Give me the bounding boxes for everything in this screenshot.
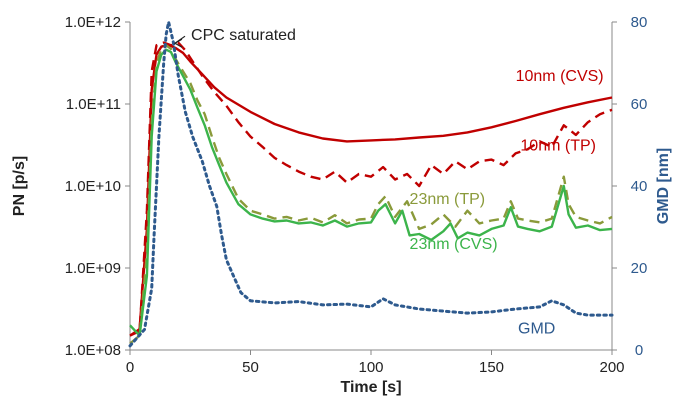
y-tick-label: 1.0E+10 (65, 178, 121, 195)
series-line-10nm-cvs (129, 44, 613, 337)
y2-tick-label: 0 (635, 342, 643, 359)
series-line-10nm-tp (129, 41, 613, 337)
x-tick-label: 150 (479, 359, 504, 376)
series-label: 10nm (TP) (520, 138, 596, 155)
labels-layer: CPC saturated 10nm (CVS) 10nm (TP) 23nm (TP… (173, 27, 604, 337)
annotation-label: CPC saturated (191, 27, 296, 44)
series-label: 23nm (CVS) (410, 236, 498, 253)
y2-tick-label: 20 (631, 260, 648, 277)
y-tick-label: 1.0E+12 (65, 14, 121, 31)
series-label: 23nm (TP) (410, 191, 486, 208)
series-layer (128, 20, 614, 348)
y2-tick-label: 80 (631, 14, 648, 31)
x-tick-label: 200 (599, 359, 624, 376)
y-tick-label: 1.0E+11 (66, 96, 121, 113)
y2-axis-title: GMD [nm] (655, 148, 672, 224)
y-tick-label: 1.0E+09 (65, 260, 121, 277)
annotation-arrow-head (173, 38, 183, 48)
series-label: GMD (518, 320, 555, 337)
x-tick-label: 0 (126, 359, 134, 376)
x-tick-label: 50 (242, 359, 259, 376)
y-axis-title: PN [p/s] (11, 156, 28, 216)
x-tick-label: 100 (358, 359, 383, 376)
y2-tick-label: 40 (631, 178, 648, 195)
x-axis-title: Time [s] (340, 379, 401, 396)
series-line-23nm-cvs (129, 48, 613, 337)
series-label: 10nm (CVS) (516, 68, 604, 85)
y2-tick-label: 60 (631, 96, 648, 113)
series-line-gmd (128, 20, 614, 348)
y-tick-label: 1.0E+08 (65, 342, 121, 359)
axes: 1.0E+08 1.0E+09 1.0E+10 1.0E+11 1.0E+12 0 20 40… (11, 14, 672, 396)
series-line-23nm-tp (129, 44, 613, 345)
